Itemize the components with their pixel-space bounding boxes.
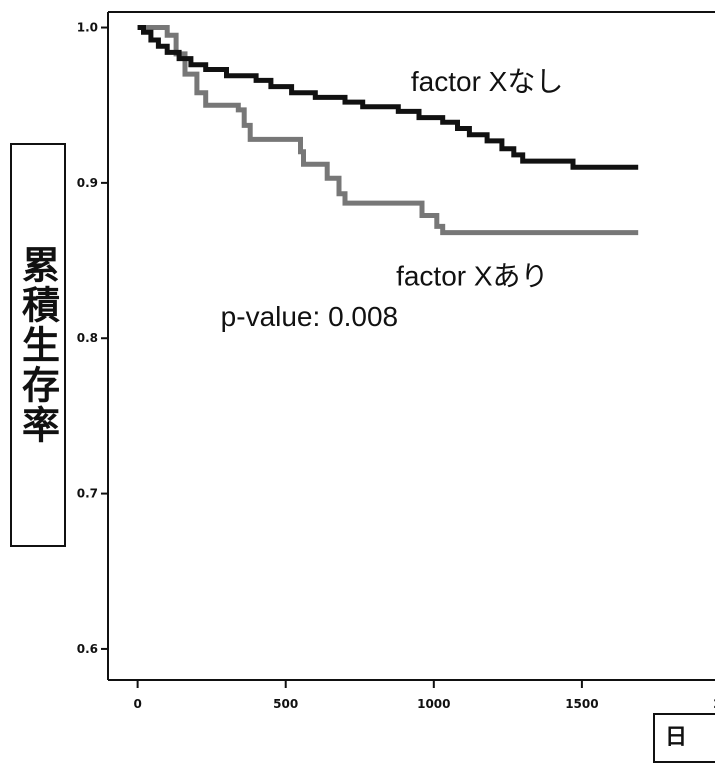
x-tick-label: 0 bbox=[133, 697, 141, 711]
annotations: factor Xなし factor Xあり p-value: 0.008 bbox=[221, 66, 564, 332]
y-axis-label-box: 累積生存率 bbox=[10, 143, 66, 547]
series-line-factor Xあり bbox=[137, 25, 639, 236]
y-axis-label: 累積生存率 bbox=[15, 245, 60, 445]
x-tick-label: 2000 bbox=[713, 697, 715, 711]
series-line-factor Xなし bbox=[137, 25, 639, 170]
x-axis-label-box: 日 bbox=[653, 713, 715, 763]
annotation-label: p-value: 0.008 bbox=[221, 301, 398, 332]
y-tick-label: 0.7 bbox=[77, 487, 98, 501]
annotation-label: factor Xあり bbox=[396, 260, 548, 291]
y-tick-label: 0.9 bbox=[77, 176, 98, 190]
y-tick-label: 0.8 bbox=[77, 331, 98, 345]
x-tick-label: 1500 bbox=[565, 697, 598, 711]
y-tick-label: 0.6 bbox=[77, 642, 98, 656]
y-tick-label: 1.0 bbox=[77, 21, 98, 35]
annotation-label: factor Xなし bbox=[411, 66, 563, 97]
x-tick-label: 1000 bbox=[417, 697, 450, 711]
x-axis-label: 日 bbox=[665, 725, 688, 750]
axes: 0.6 0.7 0.8 0.9 1.0 0 500 1000 1500 2000 bbox=[77, 11, 715, 711]
series-layer bbox=[137, 25, 639, 236]
x-tick-label: 500 bbox=[273, 697, 298, 711]
